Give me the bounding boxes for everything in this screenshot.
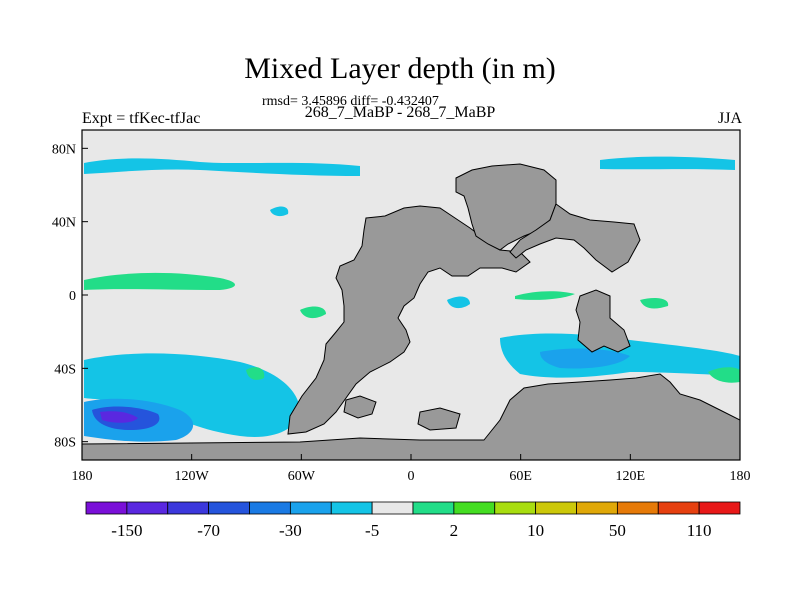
colorbar-swatch [330, 501, 373, 515]
contour-fills [84, 156, 740, 442]
y-tick-label: 0 [69, 289, 76, 304]
contour-patch [84, 353, 300, 437]
colorbar-label: 10 [527, 521, 544, 540]
colorbar-swatch [85, 501, 128, 515]
contour-patch [84, 158, 360, 176]
plot-area [81, 129, 741, 461]
y-tick-label: 80S [54, 436, 76, 451]
contour-patch [246, 367, 265, 380]
land-eurasia-north [509, 203, 641, 273]
colorbar-swatch [249, 501, 291, 515]
land-africa-east [575, 289, 631, 353]
y-tick-label: 40S [54, 362, 76, 377]
land-island [417, 407, 461, 431]
land-antarctica [81, 373, 741, 461]
x-axis: 180 120W 60W 0 60E 120E 180 [72, 454, 751, 484]
contour-patch [270, 206, 289, 217]
stats-text: rmsd= 3.45896 diff= -0.432407 [262, 94, 439, 109]
colorbar-label: -30 [279, 521, 302, 540]
land-island [343, 395, 377, 419]
colorbar-swatch [535, 501, 577, 515]
colorbar-swatch [494, 501, 537, 515]
contour-patch [640, 298, 669, 309]
chart-title: Mixed Layer depth (in m) [244, 52, 556, 85]
colorbar-label: -70 [197, 521, 220, 540]
contour-patch [540, 348, 630, 369]
colorbar-swatch [412, 501, 455, 515]
land-masses [81, 163, 741, 461]
colorbar-swatch [126, 501, 169, 515]
colorbar-label: 110 [687, 521, 712, 540]
colorbar-swatch [167, 501, 210, 515]
y-tick-label: 40N [52, 216, 76, 231]
experiment-label: Expt = tfKec-tfJac [82, 110, 201, 127]
x-tick-label: 180 [730, 469, 751, 484]
colorbar-swatch [616, 501, 659, 515]
center-label: 268_7_MaBP - 268_7_MaBP [304, 104, 496, 121]
contour-patch [447, 296, 470, 309]
colorbar-swatch [698, 501, 741, 515]
colorbar-swatch [453, 501, 496, 515]
colorbar-swatch [657, 501, 700, 515]
colorbar: -150 -70 -30 -5 2 10 50 110 [85, 501, 741, 540]
colorbar-swatch [371, 501, 414, 515]
colorbar-label: -5 [365, 521, 379, 540]
contour-patch [100, 411, 138, 423]
season-label: JJA [717, 110, 742, 127]
colorbar-label: -150 [111, 521, 142, 540]
y-axis: 80N 40N 0 40S 80S [52, 142, 88, 451]
land-greenland [455, 163, 557, 251]
x-tick-label: 120E [616, 469, 646, 484]
contour-patch [84, 272, 235, 290]
y-tick-label: 80N [52, 142, 76, 157]
contour-patch [708, 367, 740, 383]
colorbar-label: 2 [450, 521, 459, 540]
colorbar-swatch [208, 501, 250, 515]
contour-patch [515, 291, 575, 300]
x-tick-label: 60W [288, 469, 316, 484]
x-tick-label: 60E [509, 469, 532, 484]
colorbar-label: 50 [609, 521, 626, 540]
x-tick-label: 180 [72, 469, 93, 484]
colorbar-swatch [289, 501, 332, 515]
colorbar-swatch [576, 501, 618, 515]
contour-patch [600, 156, 735, 170]
x-tick-label: 120W [175, 469, 210, 484]
contour-patch [300, 306, 326, 319]
x-tick-label: 0 [408, 469, 415, 484]
